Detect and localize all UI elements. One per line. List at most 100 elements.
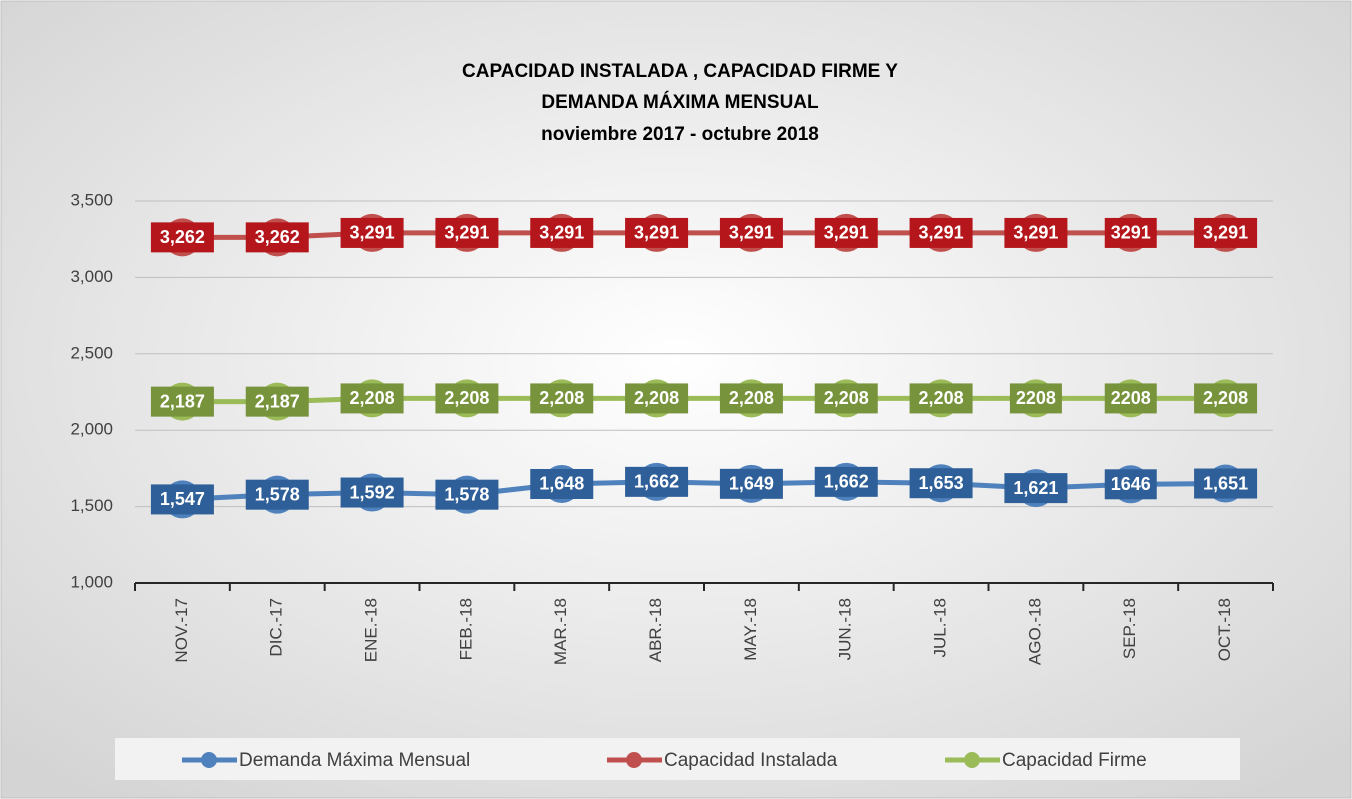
data-label: 3,291 [444,223,489,243]
legend-label: Capacidad Firme [1002,750,1147,771]
data-label: 3,262 [255,227,300,247]
label-box [340,477,404,508]
label-box [909,217,973,248]
data-label: 2208 [1111,388,1151,408]
data-label: 2,208 [539,388,584,408]
data-label: 1,662 [824,472,869,492]
label-box [245,479,309,510]
data-label: 3291 [1111,223,1151,243]
x-tick-label: ENE.-18 [362,598,381,662]
y-tick-label: 2,500 [70,343,113,362]
data-label: 2,208 [824,388,869,408]
data-label: 3,262 [160,227,205,247]
label-box [340,383,404,414]
x-tick-label: FEB.-18 [456,598,475,660]
data-label: 2,208 [350,388,395,408]
label-box [719,383,783,414]
label-box [719,468,783,499]
data-label: 2,208 [919,388,964,408]
data-label: 1646 [1111,474,1151,494]
label-box [150,386,214,417]
y-tick-label: 3,500 [70,190,113,209]
data-label: 1,651 [1203,473,1248,493]
data-label: 2,208 [1203,388,1248,408]
data-label: 1,578 [255,484,300,504]
legend-marker [201,752,217,768]
label-box [814,217,878,248]
data-label: 1,578 [444,484,489,504]
label-box [1194,217,1258,248]
x-tick-label: JUL.-18 [931,598,950,658]
chart-title: noviembre 2017 - octubre 2018 [541,124,819,145]
label-box [1194,383,1258,414]
label-box [1104,217,1157,248]
data-label: 3,291 [824,223,869,243]
label-box [1104,469,1157,500]
data-label: 3,291 [1203,223,1248,243]
label-box [245,386,309,417]
label-box [435,479,499,510]
data-label: 1,547 [160,489,205,509]
label-box [1104,383,1157,414]
data-label: 2,208 [444,388,489,408]
label-box [814,466,878,497]
chart-title: DEMANDA MÁXIMA MENSUAL [541,91,819,113]
label-box [340,217,404,248]
data-label: 2,208 [729,388,774,408]
x-tick-label: NOV.-17 [172,598,191,663]
data-label: 3,291 [729,223,774,243]
data-label: 3,291 [634,223,679,243]
data-label: 3,291 [1013,223,1058,243]
data-label: 3,291 [919,223,964,243]
data-label: 3,291 [350,223,395,243]
legend-label: Demanda Máxima Mensual [239,750,470,771]
label-box [150,222,214,253]
y-tick-label: 2,000 [70,420,113,439]
x-tick-label: JUN.-18 [836,598,855,660]
label-box [530,383,594,414]
label-box [1194,468,1258,499]
legend-box [115,738,1240,780]
label-box [245,222,309,253]
data-label: 2,187 [160,391,205,411]
label-box [909,383,973,414]
label-box [150,484,214,515]
x-tick-label: ABR.-18 [646,598,665,662]
x-tick-label: MAR.-18 [551,598,570,665]
x-tick-label: MAY.-18 [741,598,760,661]
label-box [909,468,973,499]
chart-title: CAPACIDAD INSTALADA , CAPACIDAD FIRME Y [462,61,898,82]
data-label: 1,649 [729,474,774,494]
legend-marker [626,752,642,768]
legend-marker [964,752,980,768]
data-label: 1,592 [350,482,395,502]
data-label: 1,621 [1013,478,1058,498]
label-box [1004,217,1068,248]
label-box [435,383,499,414]
label-box [625,217,689,248]
x-tick-label: AGO.-18 [1025,598,1044,665]
data-label: 1,662 [634,472,679,492]
label-box [435,217,499,248]
x-tick-label: OCT.-18 [1215,598,1234,661]
label-box [625,383,689,414]
x-tick-label: DIC.-17 [267,598,286,657]
data-label: 2208 [1016,388,1056,408]
label-box [530,217,594,248]
legend-label: Capacidad Instalada [664,750,838,771]
data-label: 2,208 [634,388,679,408]
label-box [1004,473,1068,504]
data-label: 2,187 [255,391,300,411]
label-box [530,468,594,499]
data-label: 1,653 [919,473,964,493]
y-tick-label: 3,000 [70,267,113,286]
label-box [719,217,783,248]
y-tick-label: 1,500 [70,496,113,515]
x-tick-label: SEP.-18 [1120,598,1139,659]
label-box [1009,383,1062,414]
data-label: 1,648 [539,474,584,494]
label-box [814,383,878,414]
y-tick-label: 1,000 [70,572,113,591]
label-box [625,466,689,497]
